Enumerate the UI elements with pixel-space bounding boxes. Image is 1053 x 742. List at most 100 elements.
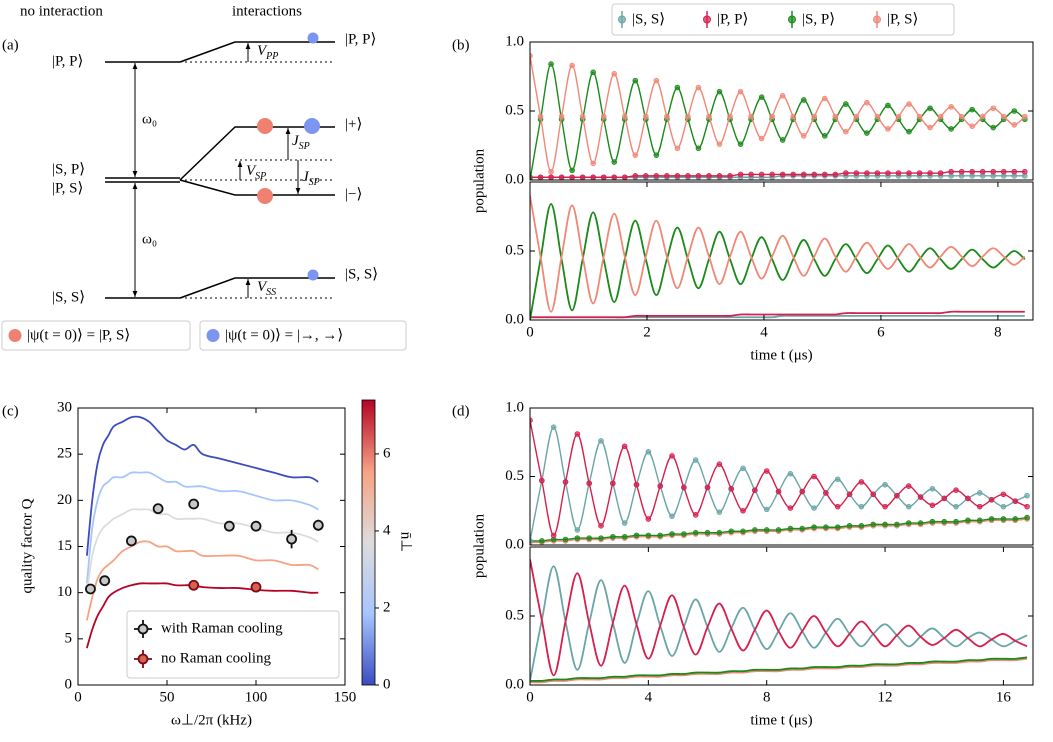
data-point [832,113,839,120]
data-point [610,480,616,487]
data-point [1012,516,1019,522]
data-point [894,492,900,499]
data-point [948,168,954,175]
data-point [1011,108,1018,114]
data-point [550,424,557,430]
colorbar-tick-label: 2 [383,599,391,615]
legend-marker [8,329,22,342]
data-point [657,532,663,539]
splitting-label: JSP [302,169,320,188]
series-line [530,656,1028,682]
legend-label: |P, S⟩ [887,11,918,27]
y-tick-label: 0.5 [505,607,524,623]
data-point [929,486,936,492]
data-point [870,521,877,528]
data-point [669,513,675,520]
data-point [598,523,604,529]
data-point [969,168,975,175]
data-point [99,575,111,587]
level-label: |−⟩ [345,186,362,202]
data-point [885,102,891,109]
y-tick-label: 0.0 [505,171,524,187]
data-point [727,113,733,120]
series-line [530,559,1028,677]
data-point [695,84,702,91]
data-point [706,173,712,179]
data-point [905,483,912,489]
data-point [737,141,744,147]
data-point [811,113,818,120]
data-point [811,505,817,511]
symbol: J [302,169,310,185]
legend-marker [788,15,796,24]
colorbar-tick-label: 4 [383,522,391,538]
data-point [695,173,702,179]
data-point [823,524,829,530]
series-line [530,55,1026,173]
data-point [846,523,853,529]
legend-marker [137,623,149,635]
y-tick-label: 20 [57,492,72,508]
data-point [250,520,262,532]
level-label: |+⟩ [345,116,362,132]
y-axis-label: population [471,148,487,213]
data-point [537,174,544,180]
data-point [953,487,959,494]
data-point [569,174,575,180]
data-point [716,141,723,147]
data-point [740,528,746,535]
data-point [853,170,860,176]
legend-marker [618,15,626,24]
data-point [969,106,975,113]
data-point [874,170,881,176]
omega-label: ω₀ [142,111,157,127]
data-point [586,535,592,541]
data-point [1012,498,1019,504]
symbol: V [257,43,268,59]
data-point [858,523,865,529]
data-point [152,503,164,515]
data-point [864,170,870,176]
data-point [905,503,912,510]
data-point [657,483,663,489]
state-dot [307,269,319,281]
data-point [1024,503,1030,510]
data-point [1000,113,1007,120]
y-tick-label: 0.0 [505,311,524,327]
x-axis-label: time t (μs) [750,347,812,363]
data-point [969,123,975,129]
plot-frame [529,546,1034,686]
data-point [882,481,888,488]
data-point [558,174,565,180]
data-point [125,535,137,547]
data-point [790,113,796,120]
data-point [611,174,618,180]
x-tick-label: 8 [994,324,1002,340]
data-point [1024,514,1030,521]
series-line [530,203,1026,320]
data-point [937,170,944,176]
data-point [574,431,581,437]
data-point [716,509,723,515]
x-tick-label: 8 [763,689,771,705]
data-point [600,113,607,120]
series-line [86,582,319,649]
x-tick-label: 12 [878,689,893,705]
state-dot [307,32,319,44]
data-point [574,527,581,533]
legend-label: |ψ(t = 0)⟩ = |→, →⟩ [225,327,343,343]
data-point [664,113,670,120]
data-point [988,516,995,522]
data-point [600,174,607,180]
data-point [728,486,734,492]
data-point [539,477,545,484]
data-point [621,520,628,526]
data-point [632,152,639,158]
data-point [927,170,933,176]
data-point [752,487,758,494]
data-point [748,113,754,120]
legend-marker [873,15,881,24]
data-point [590,174,596,180]
data-point [906,128,912,135]
data-point [882,503,888,510]
